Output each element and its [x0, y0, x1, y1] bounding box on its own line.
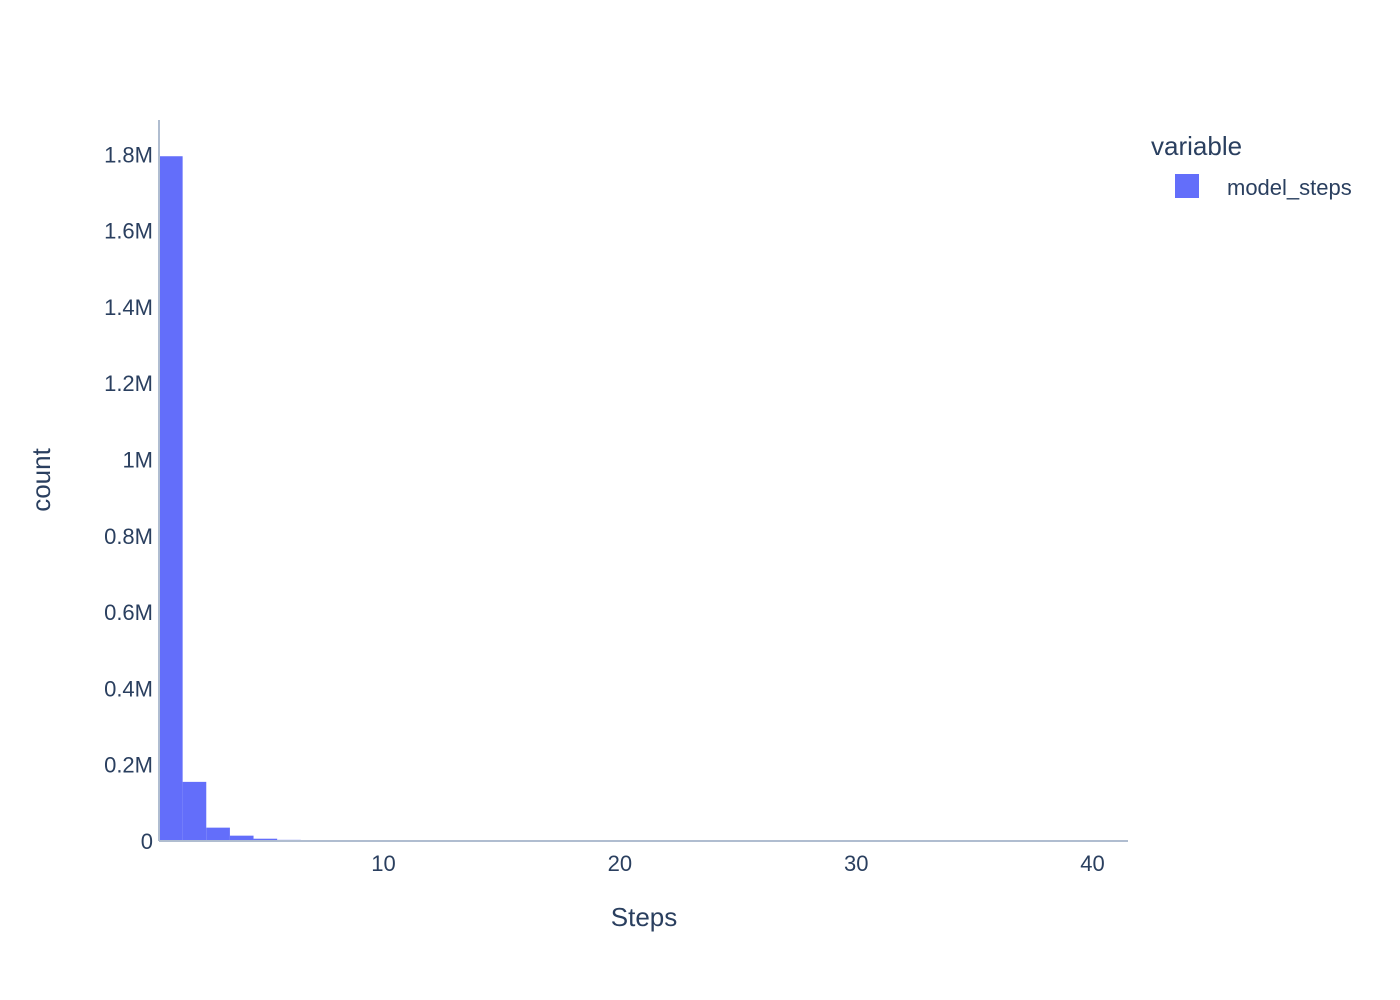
- y-tick-label: 1.6M: [104, 219, 153, 244]
- y-tick-label: 0.6M: [104, 600, 153, 625]
- x-tick-label: 10: [371, 851, 395, 876]
- legend-label-model-steps[interactable]: model_steps: [1227, 175, 1352, 200]
- y-tick-label: 0.4M: [104, 676, 153, 701]
- y-tick-labels: 0 0.2M 0.4M 0.6M 0.8M 1M 1.2M 1.4M 1.6M 1.8M: [104, 142, 153, 854]
- y-tick-label: 1.4M: [104, 295, 153, 320]
- legend[interactable]: variable model_steps: [1151, 131, 1352, 200]
- y-tick-label: 1.2M: [104, 371, 153, 396]
- x-tick-label: 40: [1080, 851, 1104, 876]
- y-tick-label: 0.8M: [104, 524, 153, 549]
- x-tick-label: 30: [844, 851, 868, 876]
- histogram-bar[interactable]: [159, 156, 183, 842]
- legend-title: variable: [1151, 131, 1242, 161]
- y-axis-title: count: [26, 447, 56, 511]
- x-tick-label: 20: [608, 851, 632, 876]
- histogram-bar[interactable]: [182, 781, 207, 841]
- y-tick-label: 0: [141, 829, 153, 854]
- histogram-bar[interactable]: [206, 827, 230, 841]
- y-tick-label: 1M: [122, 448, 153, 473]
- x-tick-labels: 10 20 30 40: [371, 851, 1105, 876]
- bars-layer: [159, 156, 396, 842]
- y-tick-label: 0.2M: [104, 753, 153, 778]
- y-tick-label: 1.8M: [104, 142, 153, 167]
- legend-swatch-model-steps[interactable]: [1175, 174, 1199, 198]
- x-axis-title: Steps: [611, 902, 678, 932]
- histogram-bar[interactable]: [229, 835, 254, 841]
- histogram-bar[interactable]: [253, 838, 278, 841]
